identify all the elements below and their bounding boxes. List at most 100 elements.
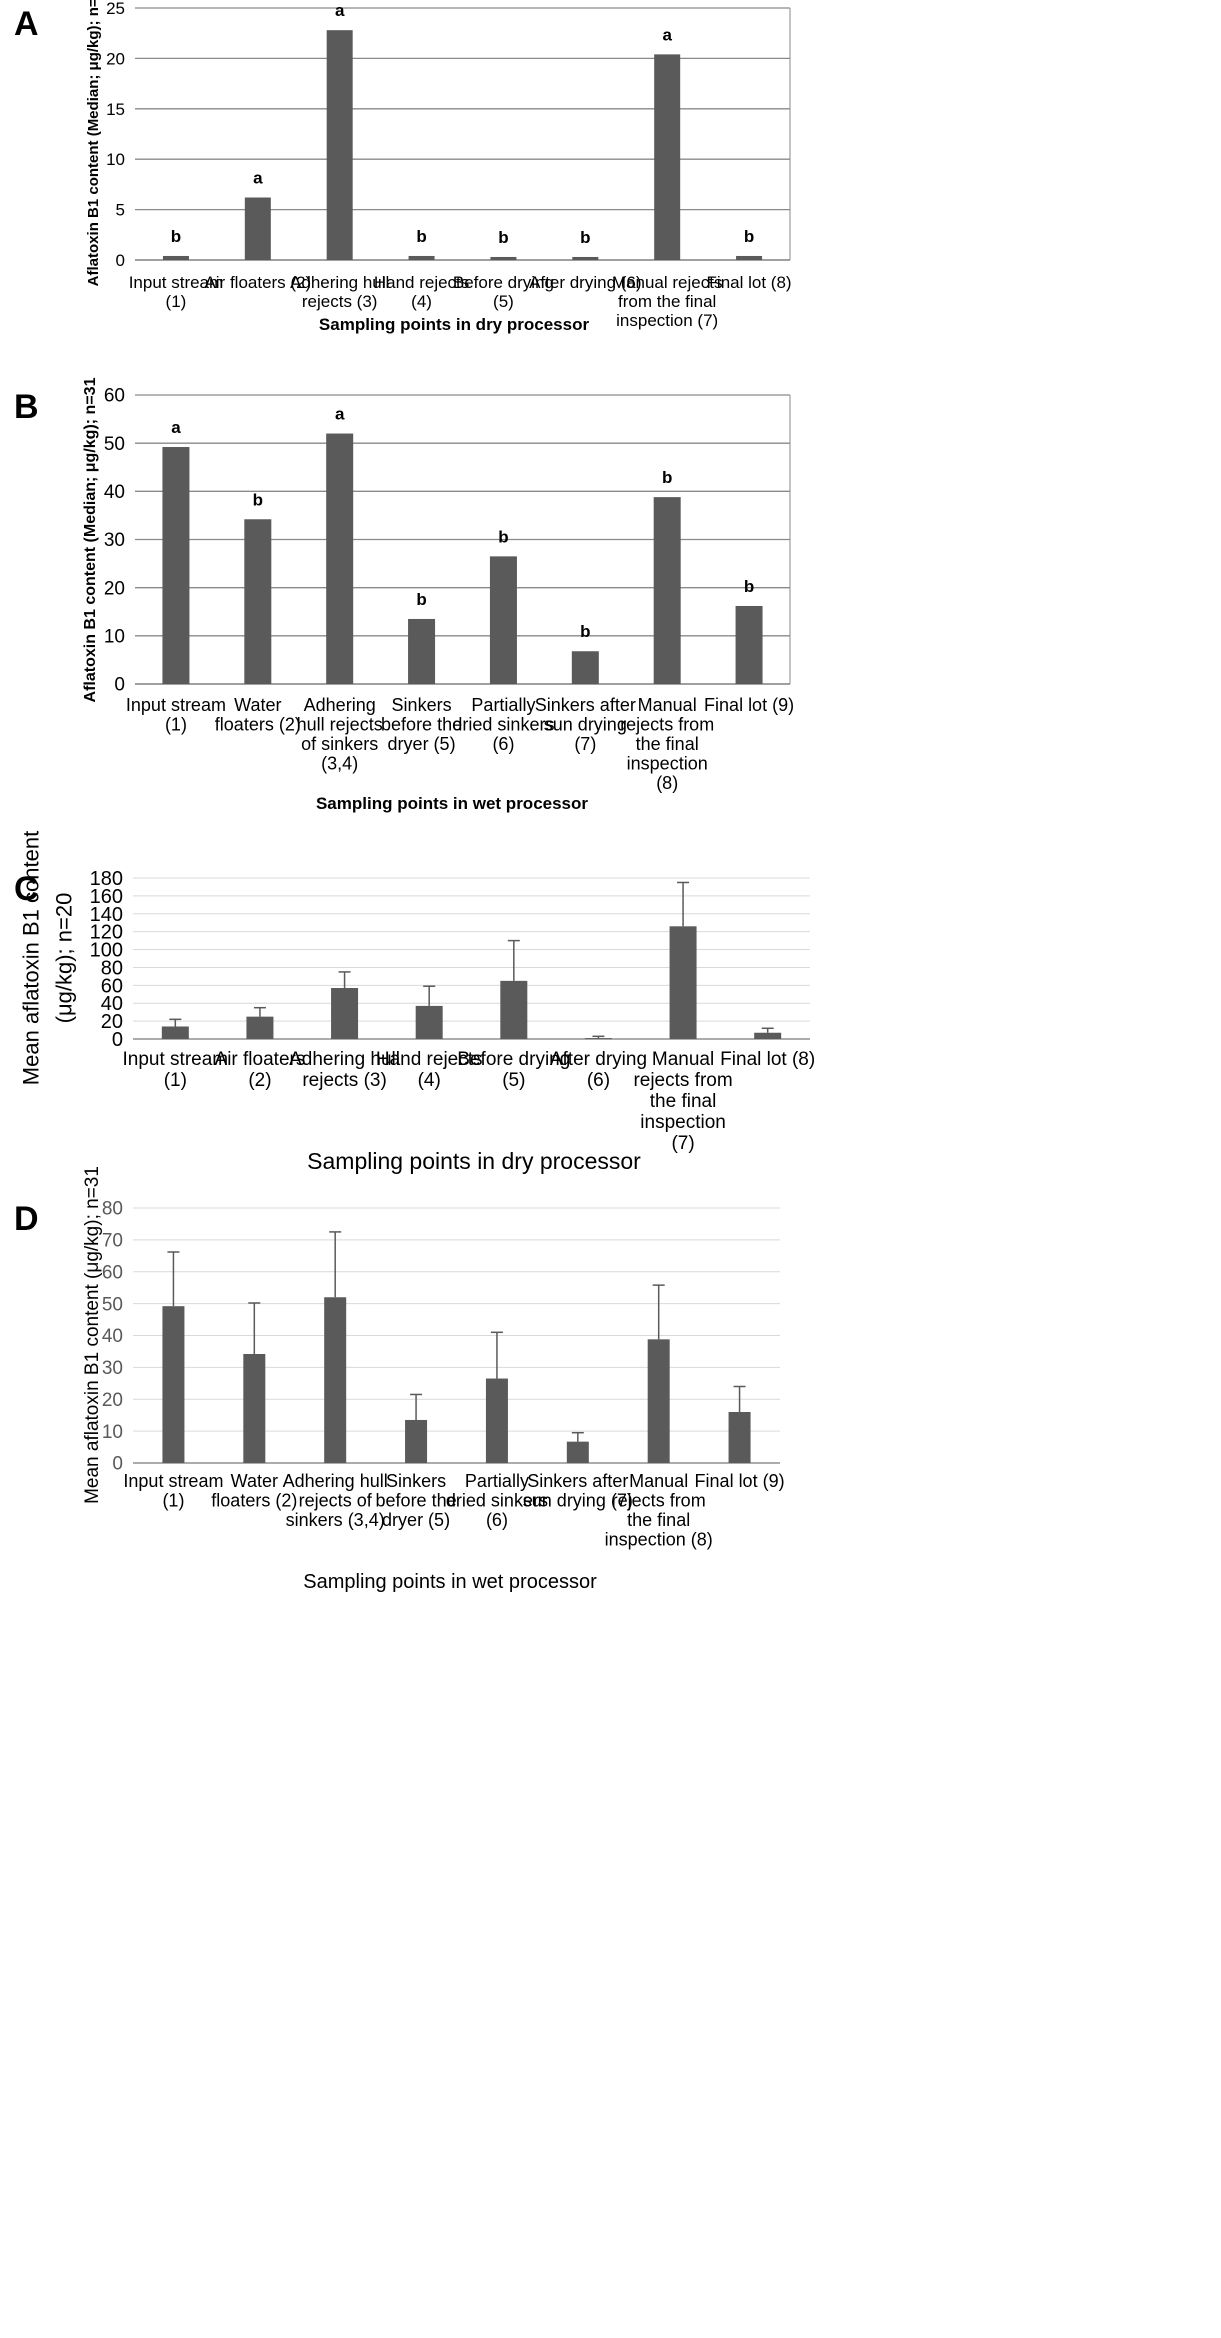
bar: [500, 980, 528, 1039]
x-tick-label: Hand rejects: [376, 1049, 483, 1070]
significance-letter: a: [662, 25, 672, 44]
bar: [572, 256, 599, 260]
x-tick-label: before the: [381, 715, 462, 735]
x-tick-label: (1): [165, 715, 187, 735]
y-tick-label: 160: [90, 886, 123, 908]
x-tick-label: dried sinkers: [446, 1491, 548, 1511]
x-tick-label: Adhering: [304, 695, 376, 715]
bar: [162, 1306, 185, 1463]
significance-letter: b: [253, 490, 263, 509]
x-tick-label: (8): [656, 773, 678, 793]
x-tick-label: (7): [671, 1133, 694, 1154]
y-tick-label: 50: [104, 434, 125, 455]
x-tick-label: Partially: [465, 1471, 529, 1491]
x-tick-label: Manual rejects: [612, 273, 723, 292]
x-tick-label: Input stream: [123, 1049, 229, 1070]
y-tick-label: 10: [102, 1422, 123, 1443]
x-tick-label: (4): [411, 292, 432, 311]
x-tick-label: inspection (7): [616, 311, 718, 330]
x-tick-label: inspection (8): [605, 1530, 713, 1550]
x-tick-label: sun drying (7): [523, 1491, 633, 1511]
y-tick-label: 0: [112, 1454, 123, 1475]
x-tick-label: hull rejects: [297, 715, 383, 735]
bar: [244, 197, 271, 260]
y-tick-label: 60: [102, 1262, 123, 1283]
y-tick-label: 20: [104, 578, 125, 599]
x-tick-label: Air floaters: [215, 1049, 306, 1070]
x-tick-label: Final lot (9): [695, 1471, 785, 1491]
panel-b: B 0 10 20 30 40 50 60 a Input stream(1) b Waterfloa…: [14, 377, 794, 813]
y-axis-label: (μg/kg); n=20: [52, 893, 77, 1024]
x-tick-label: sinkers (3,4): [286, 1510, 385, 1530]
y-tick-label: 180: [90, 868, 123, 890]
x-tick-label: from the final: [618, 292, 716, 311]
x-tick-label: Water: [234, 695, 281, 715]
y-tick-label: 100: [90, 940, 123, 962]
x-tick-label: dryer (5): [388, 734, 456, 754]
x-tick-label: (7): [574, 734, 596, 754]
bar: [728, 1412, 751, 1463]
x-tick-label: Manual: [638, 695, 697, 715]
x-tick-label: before the: [376, 1491, 457, 1511]
x-tick-label: Adhering hull: [283, 1471, 388, 1491]
x-tick-label: (6): [492, 734, 514, 754]
significance-letter: b: [744, 227, 754, 246]
x-tick-label: (2): [248, 1070, 271, 1091]
bar: [489, 556, 517, 684]
bar: [244, 519, 272, 684]
y-axis-label: Mean aflatoxin B1 content (μg/kg); n=31: [82, 1166, 103, 1504]
bar: [754, 1032, 782, 1039]
x-tick-label: rejects of: [299, 1491, 373, 1511]
significance-letter: b: [580, 228, 590, 247]
x-tick-label: (4): [418, 1070, 441, 1091]
y-tick-label: 60: [101, 975, 123, 997]
y-tick-label: 20: [106, 49, 125, 68]
x-tick-label: floaters (2): [215, 715, 301, 735]
y-tick-label: 60: [104, 386, 125, 407]
bar: [408, 255, 435, 260]
x-tick-label: rejects from: [620, 715, 714, 735]
y-tick-label: 120: [90, 922, 123, 944]
significance-letter: b: [171, 227, 181, 246]
x-tick-label: (6): [486, 1510, 508, 1530]
x-tick-label: Air floaters (2): [204, 273, 311, 292]
y-axis-label: Mean aflatoxin B1 content: [19, 831, 44, 1085]
bar: [162, 447, 190, 684]
bar: [161, 1026, 189, 1039]
bar: [326, 30, 353, 261]
significance-letter: b: [416, 590, 426, 609]
x-tick-label: rejects from: [612, 1491, 706, 1511]
y-tick-label: 40: [104, 482, 125, 503]
significance-letter: a: [335, 405, 345, 424]
x-tick-label: Final lot (8): [720, 1049, 815, 1070]
x-tick-label: dryer (5): [382, 1510, 450, 1530]
bar: [653, 497, 681, 684]
x-tick-label: (5): [502, 1070, 525, 1091]
x-tick-label: of sinkers: [301, 734, 378, 754]
y-tick-label: 10: [104, 626, 125, 647]
y-tick-label: 5: [116, 201, 125, 220]
x-tick-label: Before drying: [453, 273, 554, 292]
x-tick-label: Sinkers after: [527, 1471, 628, 1491]
y-tick-label: 0: [116, 251, 125, 270]
x-tick-label: Partially: [471, 695, 535, 715]
panel-d: D 0 10 20 30 40 50 60 70 80 Input stream(1) Waterfl…: [14, 1166, 785, 1593]
bar: [736, 255, 763, 260]
y-tick-label: 10: [106, 150, 125, 169]
x-tick-label: (3,4): [321, 754, 358, 774]
x-tick-label: (1): [166, 292, 187, 311]
x-tick-label: the final: [627, 1510, 690, 1530]
bar: [331, 988, 359, 1039]
bar: [408, 618, 436, 684]
bar: [647, 1339, 670, 1463]
x-tick-label: inspection: [627, 754, 708, 774]
x-tick-label: floaters (2): [211, 1491, 297, 1511]
x-tick-label: (5): [493, 292, 514, 311]
y-tick-label: 20: [101, 1011, 123, 1033]
y-tick-label: 80: [101, 957, 123, 979]
panel-label: D: [14, 1200, 39, 1238]
y-tick-label: 70: [102, 1231, 123, 1252]
significance-letter: b: [580, 622, 590, 641]
x-tick-label: After drying (6): [529, 273, 641, 292]
